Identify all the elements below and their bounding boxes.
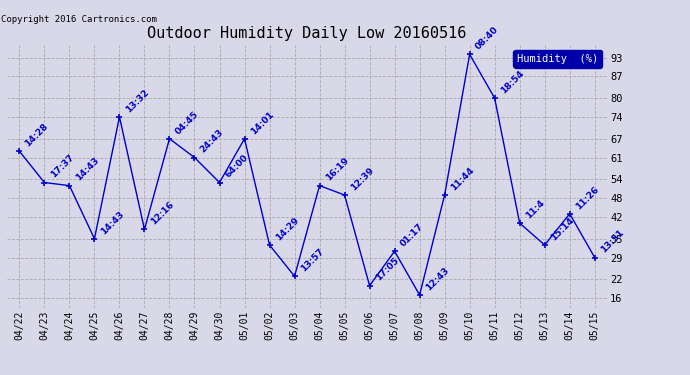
Text: 14:29: 14:29 — [274, 216, 300, 242]
Text: 11:26: 11:26 — [574, 184, 600, 211]
Text: 24:43: 24:43 — [199, 128, 226, 155]
Text: 12:16: 12:16 — [148, 200, 175, 226]
Text: 15:14: 15:14 — [549, 216, 575, 242]
Text: 11:4: 11:4 — [524, 198, 546, 220]
Text: 16:19: 16:19 — [324, 156, 351, 183]
Text: 14:28: 14:28 — [23, 122, 50, 148]
Text: 64:00: 64:00 — [224, 153, 250, 180]
Title: Outdoor Humidity Daily Low 20160516: Outdoor Humidity Daily Low 20160516 — [148, 26, 466, 41]
Text: Copyright 2016 Cartronics.com: Copyright 2016 Cartronics.com — [1, 15, 157, 24]
Text: 13:57: 13:57 — [299, 247, 326, 273]
Text: 04:45: 04:45 — [174, 109, 200, 136]
Text: 13:32: 13:32 — [124, 87, 150, 114]
Text: 13:51: 13:51 — [599, 228, 625, 255]
Text: 18:54: 18:54 — [499, 69, 526, 95]
Text: 11:44: 11:44 — [448, 165, 475, 192]
Text: 12:43: 12:43 — [424, 266, 451, 292]
Text: 01:17: 01:17 — [399, 222, 425, 249]
Text: 17:37: 17:37 — [48, 153, 75, 180]
Text: 14:01: 14:01 — [248, 110, 275, 136]
Text: 17:05: 17:05 — [374, 256, 400, 283]
Text: 12:39: 12:39 — [348, 165, 375, 192]
Legend: Humidity  (%): Humidity (%) — [513, 50, 602, 68]
Text: 14:43: 14:43 — [74, 156, 100, 183]
Text: 08:40: 08:40 — [474, 25, 500, 52]
Text: 14:43: 14:43 — [99, 209, 126, 236]
